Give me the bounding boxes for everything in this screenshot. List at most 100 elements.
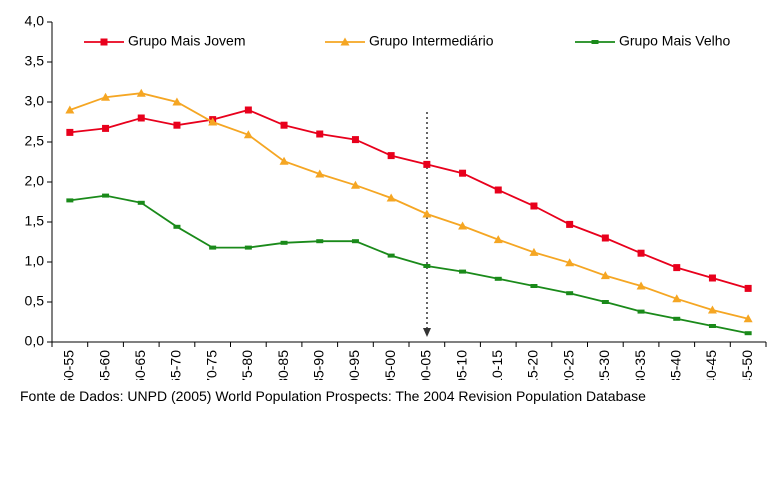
data-point bbox=[280, 121, 288, 129]
x-tick-label: 1965-70 bbox=[168, 350, 184, 380]
data-point bbox=[244, 245, 252, 250]
data-point bbox=[65, 105, 75, 114]
y-tick-label: 4,0 bbox=[25, 13, 45, 29]
data-point bbox=[708, 324, 716, 328]
x-tick-label: 2010-15 bbox=[489, 350, 505, 380]
x-tick-label: 1985-90 bbox=[310, 350, 326, 380]
data-point bbox=[494, 186, 502, 194]
x-tick-label: 2045-50 bbox=[739, 350, 755, 380]
data-point bbox=[316, 239, 324, 244]
y-tick-label: 3,0 bbox=[25, 93, 45, 109]
data-point bbox=[672, 294, 682, 303]
data-point bbox=[744, 331, 752, 336]
y-tick-label: 1,0 bbox=[25, 253, 45, 269]
x-tick-label: 1950-55 bbox=[61, 350, 77, 380]
data-point bbox=[708, 274, 716, 282]
data-point bbox=[209, 245, 217, 250]
marker-arrow bbox=[423, 328, 431, 337]
series-line bbox=[69, 194, 749, 335]
data-point bbox=[600, 271, 610, 280]
data-point bbox=[530, 284, 538, 288]
x-tick-label: 2005-10 bbox=[453, 350, 469, 380]
data-point bbox=[101, 92, 111, 101]
data-point bbox=[102, 193, 110, 198]
data-point bbox=[66, 128, 74, 136]
legend-marker bbox=[340, 37, 350, 46]
data-point bbox=[707, 305, 717, 314]
data-point bbox=[459, 269, 467, 274]
x-tick-label: 1970-75 bbox=[203, 350, 219, 380]
series-line bbox=[69, 92, 749, 320]
data-point bbox=[601, 300, 609, 304]
data-point bbox=[637, 249, 645, 257]
data-point bbox=[102, 124, 110, 132]
y-tick-label: 0,0 bbox=[25, 333, 45, 349]
x-tick-label: 2040-45 bbox=[703, 350, 719, 380]
data-point bbox=[173, 224, 181, 229]
data-point bbox=[386, 193, 396, 202]
data-point bbox=[243, 130, 253, 139]
data-point bbox=[673, 264, 681, 272]
data-point bbox=[351, 239, 359, 244]
data-point bbox=[636, 281, 646, 290]
data-point bbox=[316, 130, 324, 138]
legend-label: Grupo Mais Velho bbox=[619, 33, 730, 49]
x-tick-label: 2035-40 bbox=[667, 350, 683, 380]
x-tick-label: 2000-05 bbox=[418, 350, 434, 380]
x-tick-label: 2015-20 bbox=[525, 350, 541, 380]
data-point bbox=[529, 247, 539, 256]
legend-label: Grupo Intermediário bbox=[369, 33, 494, 49]
data-point bbox=[387, 253, 395, 258]
x-tick-label: 1980-85 bbox=[275, 350, 291, 380]
x-tick-label: 1995-00 bbox=[382, 350, 398, 380]
data-point bbox=[387, 152, 395, 160]
data-point bbox=[743, 314, 753, 323]
data-point bbox=[423, 264, 431, 268]
data-point bbox=[137, 200, 145, 205]
legend-marker bbox=[100, 38, 108, 46]
data-point bbox=[280, 240, 288, 245]
data-point bbox=[530, 202, 538, 210]
data-point bbox=[66, 198, 74, 203]
data-point bbox=[494, 276, 502, 281]
x-tick-label: 2030-35 bbox=[632, 350, 648, 380]
x-tick-label: 1955-60 bbox=[96, 350, 112, 380]
y-tick-label: 3,5 bbox=[25, 53, 45, 69]
data-point bbox=[493, 235, 503, 244]
data-point bbox=[673, 316, 681, 321]
data-point bbox=[458, 221, 468, 230]
y-tick-label: 1,5 bbox=[25, 213, 45, 229]
data-point bbox=[566, 291, 574, 296]
data-point bbox=[566, 220, 574, 228]
data-point bbox=[208, 117, 218, 126]
data-point bbox=[459, 169, 467, 177]
legend-label: Grupo Mais Jovem bbox=[128, 33, 245, 49]
data-point bbox=[315, 169, 325, 178]
data-point bbox=[744, 284, 752, 292]
data-point bbox=[279, 156, 289, 165]
source-note: Fonte de Dados: UNPD (2005) World Popula… bbox=[20, 388, 646, 404]
data-point bbox=[423, 160, 431, 168]
x-tick-label: 1975-80 bbox=[239, 350, 255, 380]
y-tick-label: 0,5 bbox=[25, 293, 45, 309]
series-line bbox=[69, 109, 749, 290]
x-tick-label: 1990-95 bbox=[346, 350, 362, 380]
y-tick-label: 2,0 bbox=[25, 173, 45, 189]
chart: 0,0 0,5 1,0 1,5 2,0 2,5 3,0 3,5 4,0 1950-55 1955-6… bbox=[25, 13, 767, 380]
data-point bbox=[637, 309, 645, 314]
y-tick-label: 2,5 bbox=[25, 133, 45, 149]
data-point bbox=[565, 258, 575, 267]
data-point bbox=[244, 106, 252, 114]
data-point bbox=[137, 114, 145, 122]
x-tick-label: 2020-25 bbox=[560, 350, 576, 380]
data-point bbox=[136, 88, 146, 97]
data-point bbox=[351, 136, 359, 144]
data-point bbox=[173, 121, 181, 129]
data-point bbox=[350, 180, 360, 189]
legend-marker bbox=[591, 40, 599, 44]
x-tick-label: 1960-65 bbox=[132, 350, 148, 380]
data-point bbox=[172, 97, 182, 106]
x-tick-label: 2025-30 bbox=[596, 350, 612, 380]
data-point bbox=[601, 234, 609, 242]
data-point bbox=[422, 209, 432, 218]
